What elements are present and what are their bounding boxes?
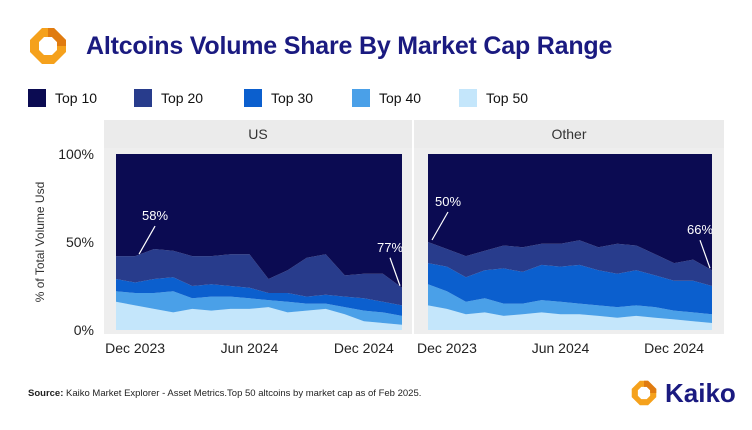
kaiko-brand-logo: Kaiko: [629, 378, 739, 408]
legend-label-top20: Top 20: [161, 90, 204, 106]
area-top20: [116, 249, 402, 306]
source-text: Kaiko Market Explorer - Asset Metrics.To…: [63, 388, 422, 399]
x-tick-label: Jun 2024: [532, 340, 590, 356]
y-tick-label: 100%: [58, 146, 94, 162]
annotation-label: 50%: [435, 194, 461, 209]
annotation-line: [431, 211, 449, 241]
annotation-line: [699, 239, 711, 269]
kaiko-logo-icon: [631, 380, 657, 406]
legend-item-top50: Top 50: [459, 88, 528, 108]
legend-item-top30: Top 30: [244, 88, 313, 108]
legend-label-top30: Top 30: [271, 90, 314, 106]
x-tick-label: Jun 2024: [221, 340, 279, 356]
x-tick-label: Dec 2024: [644, 340, 704, 356]
panel-header: [104, 120, 412, 148]
source-label: Source:: [28, 388, 64, 399]
panel-title: Other: [551, 126, 586, 142]
area-top20: [428, 240, 712, 286]
brand-name: Kaiko: [665, 378, 736, 408]
annotation-line: [138, 225, 156, 255]
x-tick-label: Dec 2023: [105, 340, 165, 356]
legend-swatch-top30: [244, 89, 262, 107]
legend-item-top20: Top 20: [134, 88, 203, 108]
area-top40: [116, 291, 402, 325]
legend-swatch-top20: [134, 89, 152, 107]
annotation-label: 66%: [687, 222, 713, 237]
y-tick-label: 50%: [66, 234, 94, 250]
annotation-label: 77%: [377, 240, 403, 255]
x-tick-label: Dec 2024: [334, 340, 394, 356]
area-top50: [428, 305, 712, 330]
panel-title: US: [248, 126, 267, 142]
area-top10: [428, 154, 712, 271]
legend-item-top10: Top 10: [28, 88, 97, 108]
source-note: Source: Kaiko Market Explorer - Asset Me…: [28, 388, 421, 399]
area-top50: [116, 301, 402, 330]
panel-other: Other Dec 2023 Jun 2024 Dec 2024 50% 66%: [414, 120, 724, 356]
legend-label-top40: Top 40: [379, 90, 422, 106]
legend-swatch-top50: [459, 89, 477, 107]
kaiko-logo-icon: [26, 24, 70, 68]
y-tick-label: 0%: [74, 322, 94, 338]
chart-title: Altcoins Volume Share By Market Cap Rang…: [86, 32, 613, 60]
annotation-line: [389, 257, 401, 286]
legend-swatch-top10: [28, 89, 46, 107]
chart-legend: Top 10 Top 20 Top 30 Top 40 Top 50: [28, 88, 728, 108]
area-top10: [116, 154, 402, 288]
legend-label-top50: Top 50: [486, 90, 529, 106]
faceted-area-chart: % of Total Volume Usd 0% 50% 100% US Dec 2023…: [33, 120, 724, 356]
area-top40: [428, 284, 712, 323]
legend-item-top40: Top 40: [352, 88, 421, 108]
panel-us: US Dec 2023 Jun 2024 Dec 2024 58% 77%: [104, 120, 412, 356]
legend-label-top10: Top 10: [55, 90, 98, 106]
x-tick-label: Dec 2023: [417, 340, 477, 356]
y-axis-label: % of Total Volume Usd: [33, 182, 47, 303]
panel-header: [414, 120, 724, 148]
area-top30: [428, 263, 712, 315]
area-top30: [116, 277, 402, 316]
annotation-label: 58%: [142, 208, 168, 223]
legend-swatch-top40: [352, 89, 370, 107]
